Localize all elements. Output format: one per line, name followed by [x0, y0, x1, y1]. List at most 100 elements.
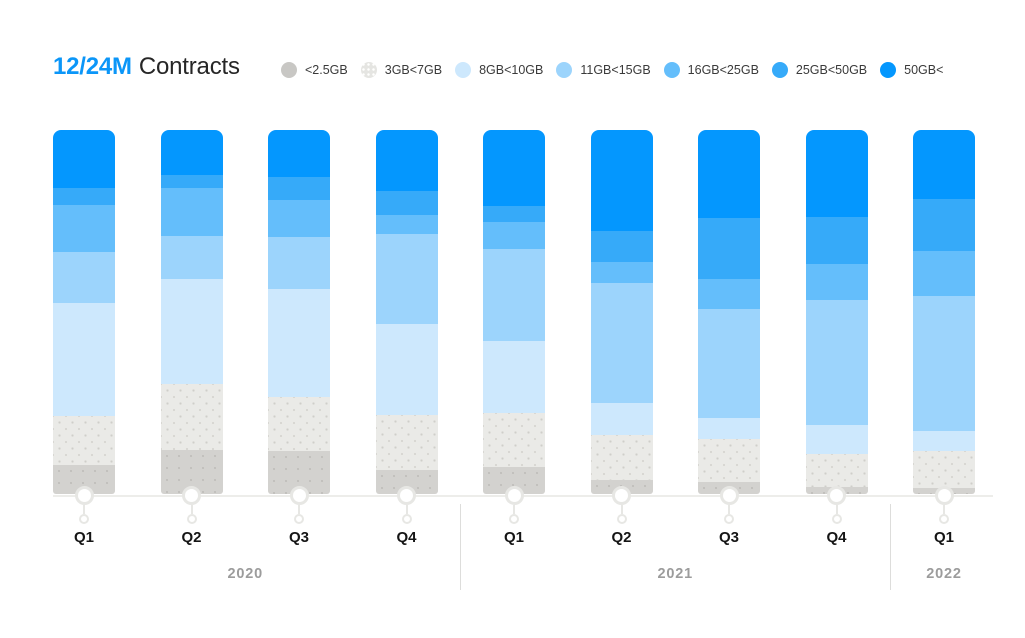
timeline-marker	[396, 486, 418, 524]
bar-segment	[698, 130, 760, 219]
legend-label: 25GB<50GB	[795, 63, 868, 77]
page-title: 12/24M Contracts	[53, 52, 240, 82]
title-rest: Contracts	[138, 53, 240, 80]
bar-segment	[590, 130, 653, 232]
marker-pin	[186, 514, 197, 524]
bar-segment	[160, 278, 223, 384]
marker-circle	[504, 486, 524, 505]
marker-circle	[719, 486, 739, 505]
bar-segment	[268, 177, 330, 200]
bar-segment	[698, 439, 760, 482]
marker-stem	[835, 505, 838, 514]
bar-segment	[268, 396, 330, 452]
marker-pin	[509, 514, 519, 524]
bar-segment	[913, 450, 975, 488]
bar-segment	[913, 430, 975, 451]
legend-item[interactable]: <2.5GB	[281, 62, 348, 78]
stacked-bar-q2-1	[160, 130, 223, 494]
marker-pin	[939, 514, 949, 524]
legend-swatch	[281, 62, 297, 78]
bar-segment	[268, 200, 330, 238]
bar-segment	[53, 252, 115, 304]
marker-circle	[934, 486, 954, 505]
bar-segment	[483, 222, 545, 250]
legend-swatch	[880, 62, 897, 78]
bar-segment	[483, 249, 545, 341]
legend-swatch	[771, 62, 788, 78]
bar-segment	[268, 237, 330, 290]
quarter-label: Q1	[933, 529, 954, 546]
quarter-label: Q1	[73, 529, 94, 546]
legend-label: 50GB<	[904, 63, 944, 77]
title-highlight: 12/24M	[53, 53, 132, 80]
bar-segment	[805, 130, 868, 218]
legend-item[interactable]: 16GB<25GB	[663, 62, 759, 78]
bar-segment	[53, 205, 115, 253]
stacked-bar-q4-7	[805, 130, 868, 494]
timeline-marker	[73, 486, 95, 524]
legend-swatch	[360, 62, 377, 78]
marker-stem	[728, 505, 730, 514]
bar-segment	[698, 417, 760, 439]
bar-segment	[698, 279, 760, 309]
quarter-label: Q4	[826, 529, 847, 546]
quarter-label: Q3	[718, 529, 739, 546]
bar-segment	[160, 175, 223, 189]
bar-segment	[53, 464, 115, 494]
legend-label: 8GB<10GB	[479, 63, 544, 77]
marker-circle	[182, 486, 201, 505]
bar-segment	[375, 234, 438, 325]
bar-segment	[53, 303, 115, 416]
marker-stem	[620, 505, 623, 514]
bar-segment	[160, 188, 223, 237]
bar-segment	[913, 130, 975, 200]
marker-circle	[612, 486, 631, 505]
stacked-bar-q2-5	[590, 130, 653, 494]
legend-swatch	[556, 62, 573, 78]
legend-label: 11GB<15GB	[580, 63, 651, 77]
bar-segment	[590, 262, 653, 284]
marker-stem	[513, 505, 515, 514]
marker-pin	[724, 514, 734, 524]
bar-segment	[268, 130, 330, 178]
legend-label: <2.5GB	[305, 63, 348, 77]
bar-segment	[375, 414, 438, 470]
legend-item[interactable]: 50GB<	[880, 62, 943, 78]
stacked-bar-q3-2	[268, 130, 330, 494]
bar-segment	[160, 236, 223, 279]
legend-item[interactable]: 11GB<15GB	[556, 62, 651, 78]
marker-pin	[401, 514, 412, 524]
bar-segment	[53, 130, 115, 189]
legend-item[interactable]: 3GB<7GB	[360, 62, 442, 78]
year-label: 2022	[926, 566, 962, 582]
bar-segment	[483, 412, 545, 468]
timeline-marker	[718, 486, 740, 524]
marker-circle	[827, 486, 846, 505]
timeline-marker	[288, 486, 310, 524]
marker-pin	[79, 514, 89, 524]
timeline-marker	[611, 486, 633, 524]
timeline-marker	[826, 486, 848, 524]
bar-segment	[375, 130, 438, 192]
bar-segment	[160, 383, 223, 450]
timeline-marker	[503, 486, 525, 524]
bar-segment	[590, 283, 653, 403]
marker-circle	[289, 486, 309, 505]
legend-item[interactable]: 25GB<50GB	[771, 62, 868, 78]
bar-segment	[805, 453, 868, 488]
marker-stem	[943, 505, 945, 514]
bar-segment	[913, 296, 975, 431]
stacked-bar-q1-8	[913, 130, 975, 494]
bar-segment	[375, 215, 438, 235]
bar-segment	[590, 231, 653, 263]
bar-segment	[160, 130, 223, 176]
marker-pin	[831, 514, 842, 524]
year-divider	[460, 504, 462, 590]
marker-circle	[397, 486, 416, 505]
stacked-bar-q1-0	[53, 130, 115, 494]
bar-segment	[698, 308, 760, 418]
bar-segment	[913, 199, 975, 252]
legend: <2.5GB 3GB<7GB 8GB<10GB 11GB<15GB 16GB<25GB 2…	[281, 62, 943, 78]
bar-segment	[375, 324, 438, 415]
legend-item[interactable]: 8GB<10GB	[455, 62, 543, 78]
